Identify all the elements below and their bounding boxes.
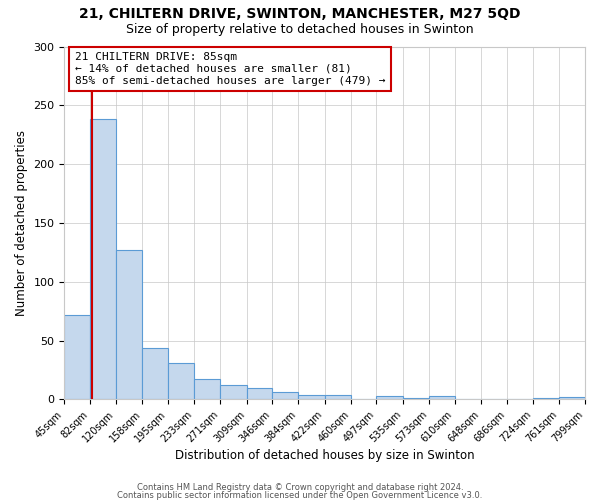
Bar [429, 396, 455, 400]
Bar [403, 398, 429, 400]
Text: Contains HM Land Registry data © Crown copyright and database right 2024.: Contains HM Land Registry data © Crown c… [137, 484, 463, 492]
Bar [559, 397, 585, 400]
X-axis label: Distribution of detached houses by size in Swinton: Distribution of detached houses by size … [175, 450, 475, 462]
Bar [533, 398, 559, 400]
Text: 21 CHILTERN DRIVE: 85sqm
← 14% of detached houses are smaller (81)
85% of semi-d: 21 CHILTERN DRIVE: 85sqm ← 14% of detach… [75, 52, 385, 86]
Bar [272, 392, 298, 400]
Bar [298, 394, 325, 400]
Bar [90, 120, 116, 400]
Bar [168, 363, 194, 400]
Bar [142, 348, 168, 400]
Bar [325, 394, 351, 400]
Bar [194, 380, 220, 400]
Text: 21, CHILTERN DRIVE, SWINTON, MANCHESTER, M27 5QD: 21, CHILTERN DRIVE, SWINTON, MANCHESTER,… [79, 8, 521, 22]
Bar [220, 385, 247, 400]
Bar [116, 250, 142, 400]
Bar [64, 314, 90, 400]
Bar [376, 396, 403, 400]
Text: Contains public sector information licensed under the Open Government Licence v3: Contains public sector information licen… [118, 490, 482, 500]
Text: Size of property relative to detached houses in Swinton: Size of property relative to detached ho… [126, 22, 474, 36]
Y-axis label: Number of detached properties: Number of detached properties [15, 130, 28, 316]
Bar [247, 388, 272, 400]
